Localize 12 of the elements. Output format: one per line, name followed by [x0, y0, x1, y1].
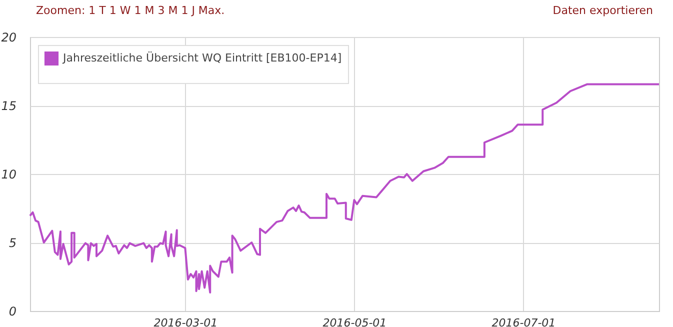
y-tick-label: 0 [8, 304, 17, 318]
y-tick-label: 20 [1, 30, 17, 44]
y-tick-label: 5 [8, 236, 16, 250]
text: Daten exportieren [552, 4, 653, 17]
y-tick-label: 15 [1, 99, 16, 113]
line-series [29, 83, 660, 294]
y-tick-label: 10 [1, 168, 17, 182]
x-tick-label: 2016-03-01 [154, 316, 218, 327]
x-tick-label: 2016-07-01 [492, 316, 556, 327]
x-tick-label: 2016-05-01 [322, 316, 387, 327]
legend-label: Jahreszeitliche Übersicht WQ Eintritt [EB100-EP14] [62, 50, 342, 64]
text: Zoomen: 1 T 1 W 1 M 3 M 1 J Max. [36, 4, 225, 17]
